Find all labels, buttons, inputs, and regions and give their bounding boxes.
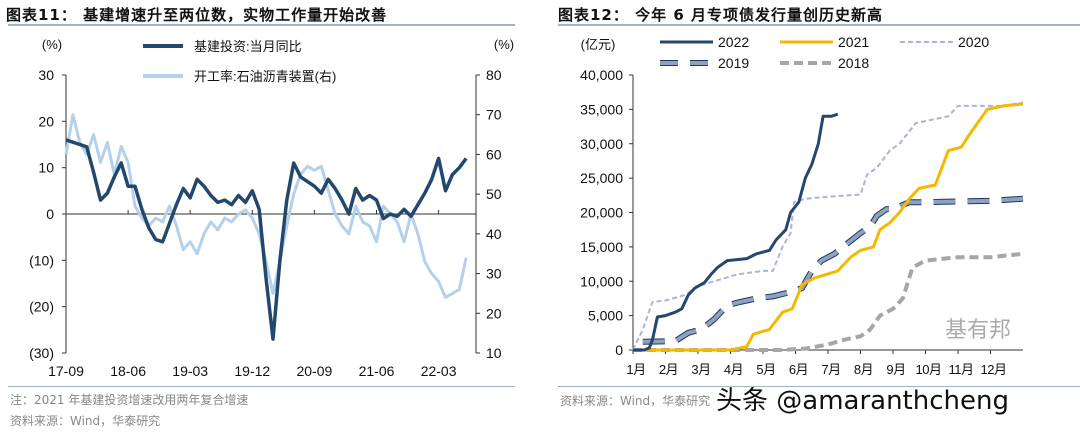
- x-tick-label: 12月: [981, 362, 1007, 377]
- y-tick-label-left: (20): [29, 299, 54, 315]
- legend-label: 2022: [718, 34, 749, 50]
- x-tick-label: 2月: [659, 362, 678, 377]
- x-tick-label: 8月: [854, 362, 873, 377]
- legend-label: 2018: [838, 55, 869, 71]
- series-line-2021: [633, 102, 1024, 352]
- left-chart: 30 20 10 0 (10) (20) (30) 80 70 60 50 40 30 20 10 17-09…: [29, 37, 514, 379]
- y-tick-label-right: 70: [486, 107, 502, 123]
- y-tick-label: 5,000: [588, 308, 623, 324]
- x-tick-label: 18-06: [110, 363, 146, 379]
- left-source: 资料来源：Wind，华泰研究: [10, 414, 161, 428]
- left-title-rule: [8, 24, 515, 26]
- right-chart-title: 图表12： 今年 6 月专项债发行量创历史新高: [558, 6, 883, 24]
- wechat-logo-watermark: 基有邦: [945, 318, 1012, 343]
- y-tick-label: 15,000: [580, 239, 623, 255]
- y-tick-label-right: 10: [486, 345, 502, 361]
- legend-label: 2019: [718, 55, 749, 71]
- left-chart-title: 图表11： 基建增速升至两位数，实物工作量开始改善: [6, 6, 388, 24]
- left-note: 注：2021 年基建投资增速改用两年复合增速: [10, 393, 249, 407]
- y-tick-label-right: 80: [486, 67, 502, 83]
- y-tick-label-left: 30: [38, 67, 54, 83]
- legend-label: 2020: [958, 34, 989, 50]
- x-tick-label: 1月: [626, 362, 645, 377]
- legend-label: 2021: [838, 34, 869, 50]
- right-axis-unit: (%): [494, 37, 514, 52]
- y-tick-label-right: 30: [486, 266, 502, 282]
- x-tick-label: 22-03: [421, 363, 457, 379]
- series-line-2018: [633, 251, 1024, 352]
- y-tick-label: 20,000: [580, 205, 623, 221]
- y-tick-label-left: 10: [38, 160, 54, 176]
- right-title-rule: [558, 24, 1080, 26]
- series-line-2022: [633, 112, 839, 352]
- x-tick-label: 20-09: [296, 363, 332, 379]
- y-tick-label: 40,000: [580, 67, 623, 83]
- x-tick-label: 10月: [916, 362, 942, 377]
- y-tick-label-left: 0: [46, 206, 54, 222]
- legend-label: 开工率:石油沥青装置(右): [194, 69, 336, 84]
- left-footer-rule: [8, 386, 515, 387]
- series-line-2019: [642, 196, 1024, 344]
- y-tick-label-right: 60: [486, 146, 502, 162]
- x-tick-label: 4月: [724, 362, 743, 377]
- x-tick-label: 19-03: [172, 363, 208, 379]
- right-footer-rule: [558, 386, 1080, 387]
- y-tick-label: 25,000: [580, 170, 623, 186]
- right-chart: 40,000 35,000 30,000 25,000 20,000 15,000 10,0…: [580, 34, 1024, 377]
- left-axis-unit: (%): [42, 37, 62, 52]
- y-tick-label: 30,000: [580, 136, 623, 152]
- x-tick-label: 9月: [886, 362, 905, 377]
- x-tick-label: 5月: [756, 362, 775, 377]
- x-tick-label: 19-12: [234, 363, 270, 379]
- y-tick-label-right: 40: [486, 226, 502, 242]
- y-tick-label: 10,000: [580, 273, 623, 289]
- y-axis-unit: (亿元): [581, 37, 616, 52]
- watermark-text: 头条 @amaranthcheng: [716, 386, 1009, 416]
- y-tick-label: 0: [615, 342, 623, 358]
- x-tick-label: 17-09: [48, 363, 84, 379]
- y-tick-label-left: 20: [38, 113, 54, 129]
- x-tick-label: 3月: [691, 362, 710, 377]
- x-tick-label: 7月: [821, 362, 840, 377]
- right-source: 资料来源：Wind，华泰研究: [560, 394, 711, 408]
- y-tick-label-left: (30): [29, 345, 54, 361]
- y-tick-label: 35,000: [580, 101, 623, 117]
- x-tick-label: 11月: [949, 362, 974, 377]
- x-tick-label: 6月: [789, 362, 808, 377]
- y-tick-label-right: 20: [486, 305, 502, 321]
- y-tick-label-right: 50: [486, 186, 502, 202]
- series-line-infra-investment: [65, 138, 468, 341]
- y-tick-label-left: (10): [29, 252, 54, 268]
- x-tick-label: 21-06: [359, 363, 395, 379]
- legend-label: 基建投资:当月同比: [194, 39, 302, 54]
